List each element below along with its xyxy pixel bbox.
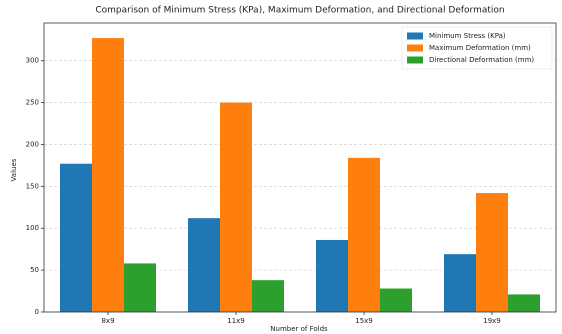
y-tick-label: 250 — [26, 99, 39, 107]
x-tick-label: 19x9 — [483, 317, 501, 325]
bar — [92, 38, 124, 313]
bar — [508, 294, 540, 312]
x-tick-label: 11x9 — [227, 317, 245, 325]
legend-label: Minimum Stress (KPa) — [429, 32, 506, 40]
legend-label: Maximum Deformation (mm) — [429, 44, 531, 52]
plot-frame — [43, 22, 557, 313]
bar — [124, 263, 156, 312]
legend-swatch — [407, 56, 423, 64]
legend-box — [401, 26, 553, 70]
legend-swatch — [407, 44, 423, 52]
legend-label: Directional Deformation (mm) — [429, 56, 534, 64]
x-axis-label: Number of Folds — [270, 325, 328, 333]
y-tick-label: 300 — [26, 57, 39, 65]
bar — [60, 163, 92, 312]
x-tick-label: 15x9 — [355, 317, 373, 325]
bar — [380, 288, 412, 312]
y-tick-label: 50 — [30, 266, 39, 274]
x-tick-label: 8x9 — [101, 317, 114, 325]
y-tick-label: 0 — [35, 308, 39, 316]
bar — [348, 157, 380, 312]
bar — [188, 218, 220, 312]
bar — [444, 254, 476, 312]
chart-title: Comparison of Minimum Stress (KPa), Maxi… — [95, 6, 504, 16]
bar — [476, 193, 508, 312]
y-tick-label: 150 — [26, 182, 39, 190]
bar — [220, 102, 252, 312]
y-axis-label: Values — [10, 158, 18, 181]
bar — [252, 280, 284, 312]
bar — [316, 239, 348, 312]
y-tick-label: 100 — [26, 224, 39, 232]
y-tick-label: 200 — [26, 140, 39, 148]
legend-swatch — [407, 32, 423, 40]
